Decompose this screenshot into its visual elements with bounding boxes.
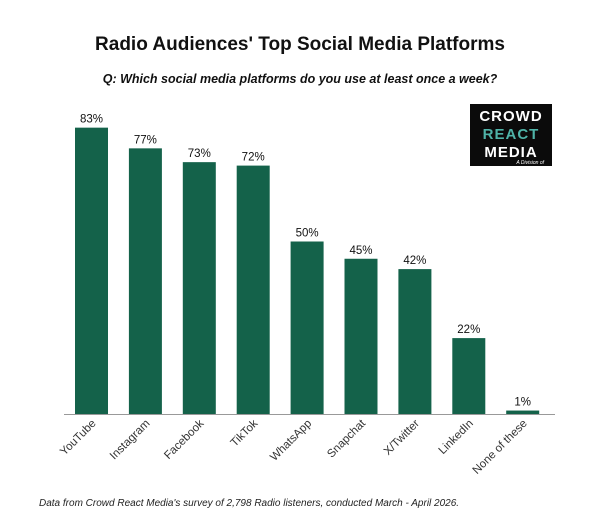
bar-4 <box>290 241 324 414</box>
logo-line3: MEDIA <box>484 144 538 161</box>
category-label-1: Instagram <box>108 418 153 463</box>
data-label-4: 50% <box>296 228 319 240</box>
bar-0 <box>75 127 108 415</box>
category-label-3: TikTok <box>229 417 261 449</box>
data-label-3: 72% <box>242 152 265 164</box>
data-label-1: 77% <box>134 134 157 146</box>
data-label-8: 1% <box>514 397 531 409</box>
category-label-8: None of these <box>471 418 530 477</box>
bar-6 <box>398 269 432 414</box>
data-label-0: 83% <box>80 114 103 126</box>
chart-subtitle: Q: Which social media platforms do you u… <box>102 72 498 86</box>
crowd-react-media-logo: CROWD REACT MEDIA A Division of <box>470 104 552 166</box>
logo-line2: REACT <box>482 126 540 143</box>
category-label-5: Snapchat <box>325 417 368 460</box>
data-label-7: 22% <box>457 324 480 336</box>
data-label-6: 42% <box>403 255 426 267</box>
bar-2 <box>182 162 216 414</box>
bar-8 <box>506 410 540 414</box>
data-label-2: 73% <box>188 148 211 160</box>
chart-title: Radio Audiences' Top Social Media Platfo… <box>95 34 505 55</box>
category-label-0: YouTube <box>58 418 98 458</box>
category-label-4: WhatsApp <box>268 418 314 464</box>
category-label-2: Facebook <box>162 417 206 461</box>
logo-tagline: A Division of <box>516 160 544 166</box>
logo-line1: CROWD <box>479 108 543 125</box>
bar-3 <box>236 165 270 414</box>
footnote: Data from Crowd React Media's survey of … <box>39 498 460 509</box>
bar-1 <box>128 148 162 414</box>
bar-7 <box>452 338 486 414</box>
data-label-5: 45% <box>349 245 372 257</box>
category-label-6: X/Twitter <box>382 418 422 458</box>
bar-5 <box>344 258 378 414</box>
category-label-7: LinkedIn <box>437 418 476 457</box>
